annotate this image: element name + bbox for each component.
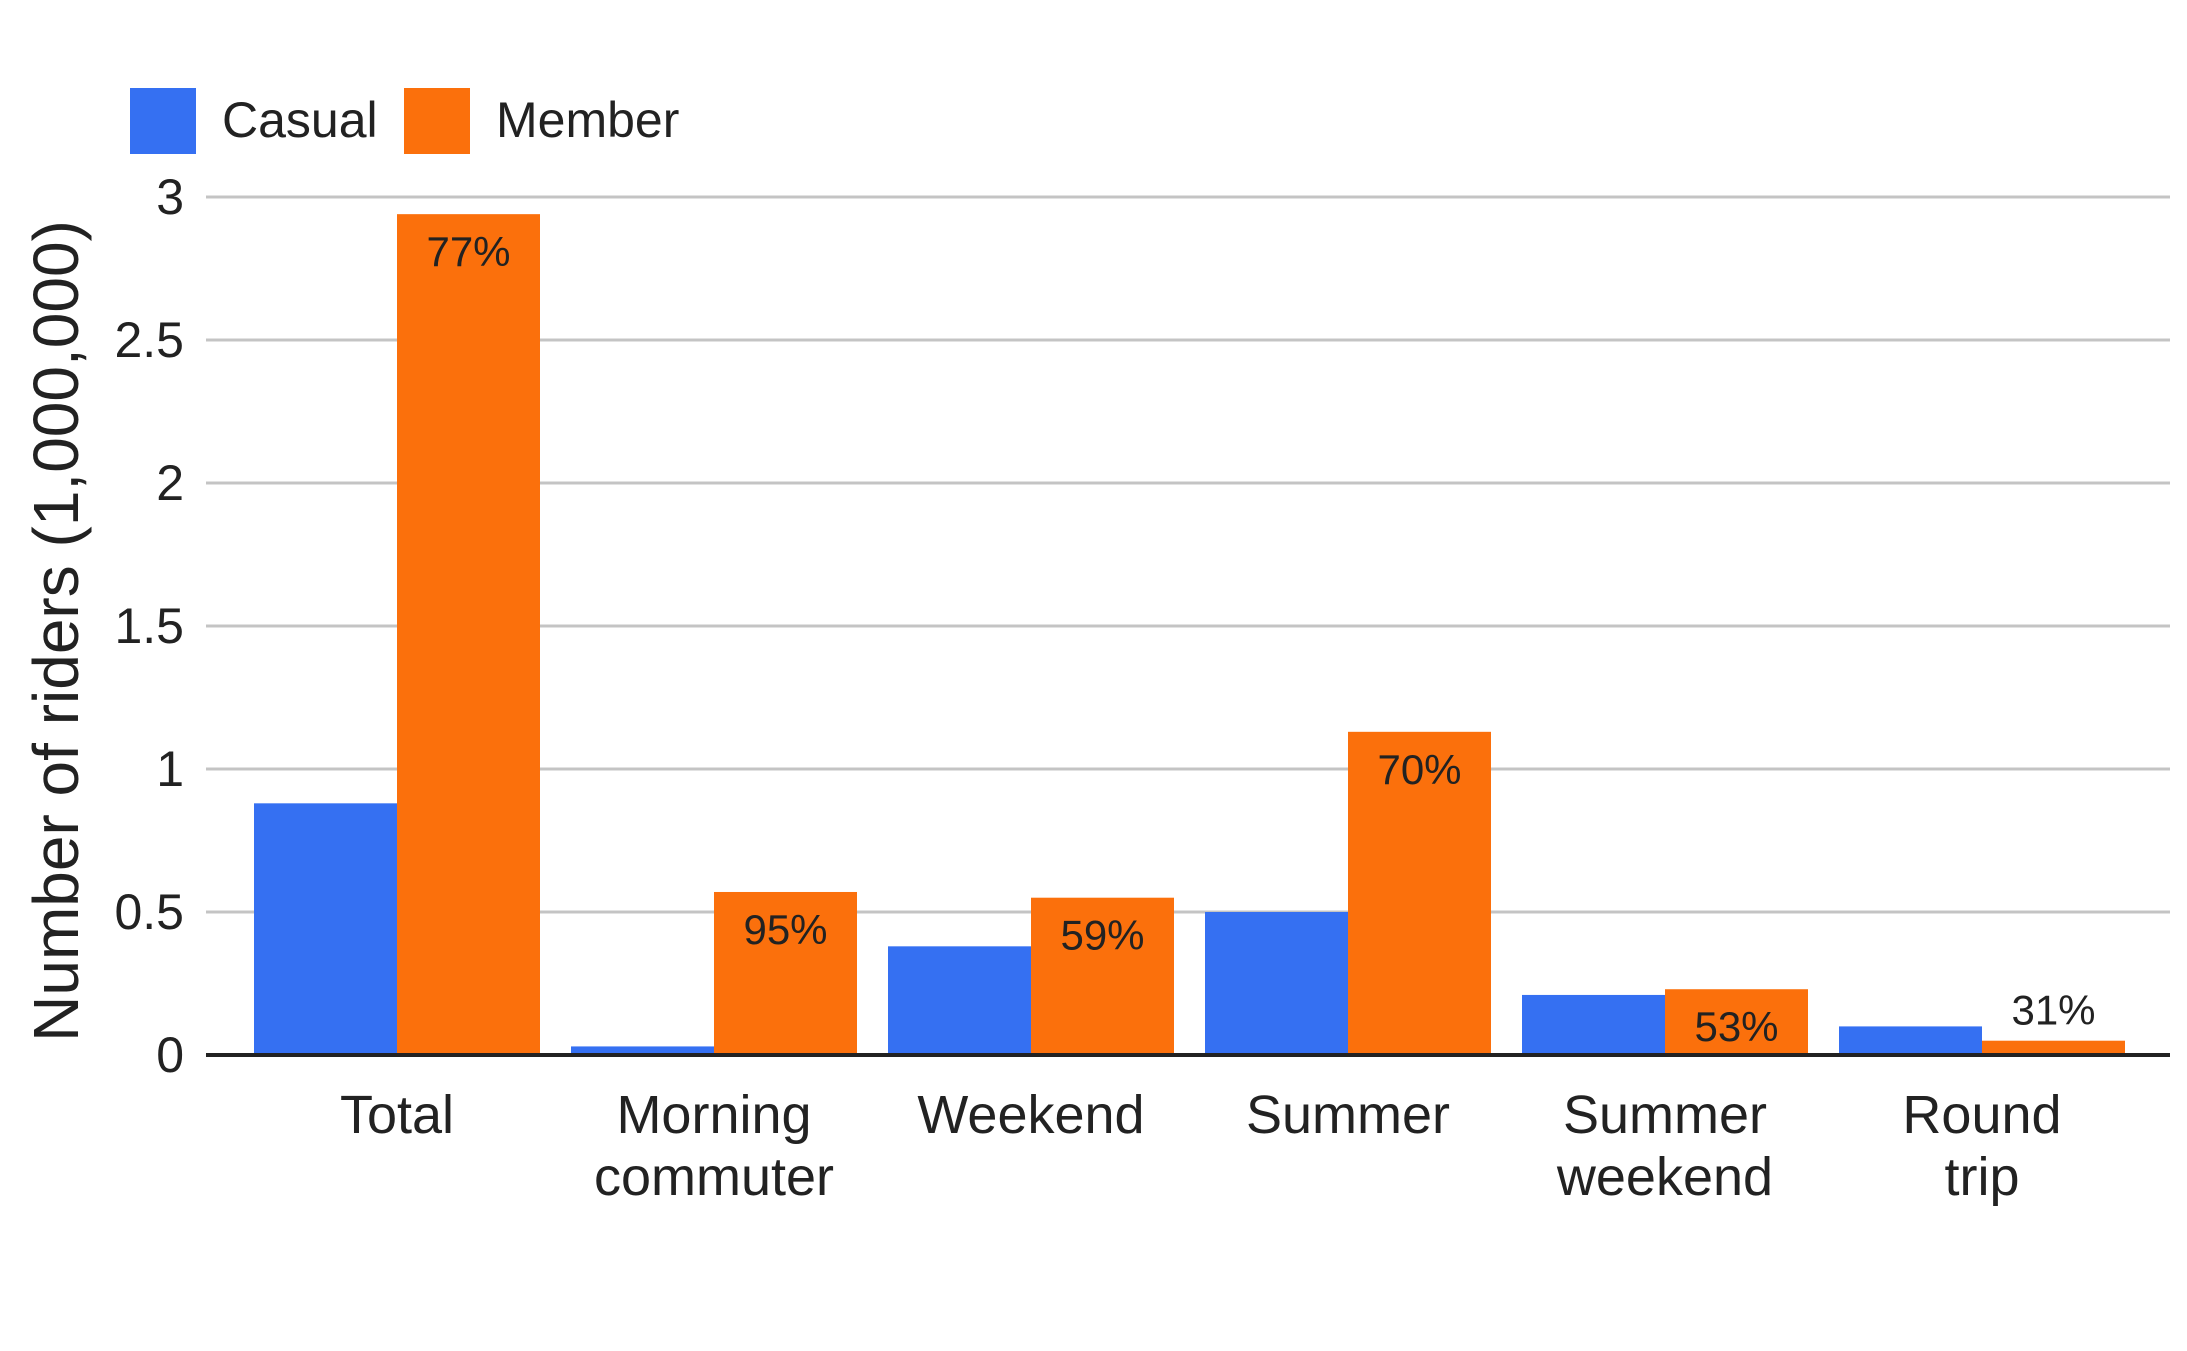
y-tick-label: 0.5 [114, 884, 184, 940]
member-share-label: 59% [1060, 912, 1144, 959]
bar-member [1665, 989, 1808, 1055]
y-tick-label: 1.5 [114, 598, 184, 654]
x-tick-label-line: Morning [616, 1085, 811, 1145]
y-tick-labels: 0 0.5 1 1.5 2 2.5 3 [114, 169, 184, 1083]
bar-casual [1522, 994, 1665, 1055]
y-tick-label: 3 [156, 169, 184, 225]
member-share-label: 31% [2011, 987, 2095, 1034]
y-axis-title: Number of riders (1,000,000) [20, 220, 92, 1042]
legend-label-member: Member [496, 92, 679, 148]
y-tick-label: 0 [156, 1027, 184, 1083]
legend-label-casual: Casual [222, 92, 378, 148]
bar-casual [888, 946, 1031, 1055]
x-tick-label-line: commuter [594, 1147, 834, 1207]
bar-member [1982, 1040, 2125, 1055]
x-tick-label: Summer weekend [1556, 1085, 1773, 1207]
y-tick-label: 2 [156, 455, 184, 511]
bar-member [1031, 897, 1174, 1055]
bar-member [714, 891, 857, 1055]
bar-casual [1839, 1026, 1982, 1055]
x-tick-label-line: Weekend [917, 1085, 1144, 1145]
x-tick-label-line: Summer [1563, 1085, 1767, 1145]
legend: Casual Member [130, 88, 679, 154]
y-tick-label: 2.5 [114, 312, 184, 368]
bar-member [397, 214, 540, 1055]
x-tick-label-line: trip [1944, 1147, 2019, 1207]
bars [254, 214, 2125, 1055]
x-tick-label-line: Summer [1246, 1085, 1450, 1145]
x-tick-label: Morning commuter [594, 1085, 834, 1207]
member-share-label: 77% [426, 228, 510, 275]
x-tick-label: Weekend [917, 1085, 1144, 1145]
legend-swatch-member [404, 88, 470, 154]
data-labels: 77% 95% 59% 70% 53% 31% [426, 228, 2095, 1050]
x-tick-label-line: weekend [1556, 1147, 1773, 1207]
member-share-label: 95% [743, 906, 827, 953]
member-share-label: 53% [1694, 1003, 1778, 1050]
bar-casual [571, 1046, 714, 1055]
x-tick-label-line: Round [1902, 1085, 2061, 1145]
x-tick-label-line: Total [340, 1085, 454, 1145]
bar-casual [1205, 912, 1348, 1055]
member-share-label: 70% [1377, 746, 1461, 793]
x-tick-label: Round trip [1902, 1085, 2061, 1207]
x-tick-label: Total [340, 1085, 454, 1145]
bar-member [1348, 731, 1491, 1055]
legend-swatch-casual [130, 88, 196, 154]
y-tick-label: 1 [156, 741, 184, 797]
bar-casual [254, 803, 397, 1055]
x-tick-label: Summer [1246, 1085, 1450, 1145]
